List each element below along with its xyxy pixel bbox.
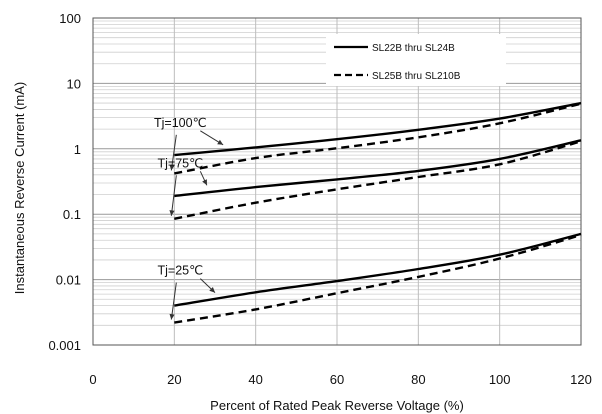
x-tick-label: 0: [89, 372, 96, 387]
annotation-arrow-head: [169, 164, 175, 171]
legend-label-dashed: SL25B thru SL210B: [372, 71, 461, 82]
series-line-solid: [174, 232, 582, 307]
legend: SL22B thru SL24B SL25B thru SL210B: [326, 34, 506, 86]
annotation-label: Tj=75℃: [158, 156, 204, 170]
y-axis-ticks: 0.001 0.01 0.1 1 10 100: [48, 11, 81, 353]
series-layer: [174, 101, 582, 324]
annotation-arrow-head: [169, 210, 175, 216]
y-tick-label: 10: [67, 76, 81, 91]
y-tick-label: 100: [59, 11, 81, 26]
legend-label-solid: SL22B thru SL24B: [372, 43, 455, 54]
series-line-dashed: [174, 140, 582, 220]
legend-box: [326, 34, 506, 86]
annotation-layer: Tj=100℃ Tj=75℃ Tj=25℃: [154, 116, 224, 320]
x-axis-ticks: 0 20 40 60 80 100 120: [89, 372, 591, 387]
series-line-dashed: [174, 233, 582, 324]
x-axis-title: Percent of Rated Peak Reverse Voltage (%…: [210, 398, 464, 413]
annotation-label: Tj=25℃: [158, 264, 204, 278]
annotation-label: Tj=100℃: [154, 116, 207, 130]
y-tick-label: 1: [74, 142, 81, 157]
y-tick-label: 0.1: [63, 207, 81, 222]
x-tick-label: 20: [167, 372, 181, 387]
series-line-dashed: [174, 102, 582, 175]
annotation-arrow-head: [169, 313, 175, 320]
plot-frame: [92, 17, 582, 346]
x-tick-label: 100: [489, 372, 511, 387]
annotation-arrow-line: [170, 134, 177, 171]
annotation-arrow-line: [170, 282, 177, 320]
x-tick-label: 80: [411, 372, 425, 387]
x-tick-label: 60: [330, 372, 344, 387]
y-axis-title: Instantaneous Reverse Current (mA): [12, 82, 27, 294]
series-line-solid: [174, 101, 582, 157]
x-tick-label: 120: [570, 372, 592, 387]
x-tick-label: 40: [248, 372, 262, 387]
annotation-arrow-head: [202, 179, 207, 186]
series-line-solid: [174, 139, 582, 198]
annotation-arrow-head: [209, 287, 215, 293]
annotation-arrow-head: [217, 139, 224, 145]
y-tick-label: 0.01: [56, 273, 81, 288]
y-tick-label: 0.001: [48, 338, 81, 353]
annotation-arrow-line: [170, 175, 177, 216]
